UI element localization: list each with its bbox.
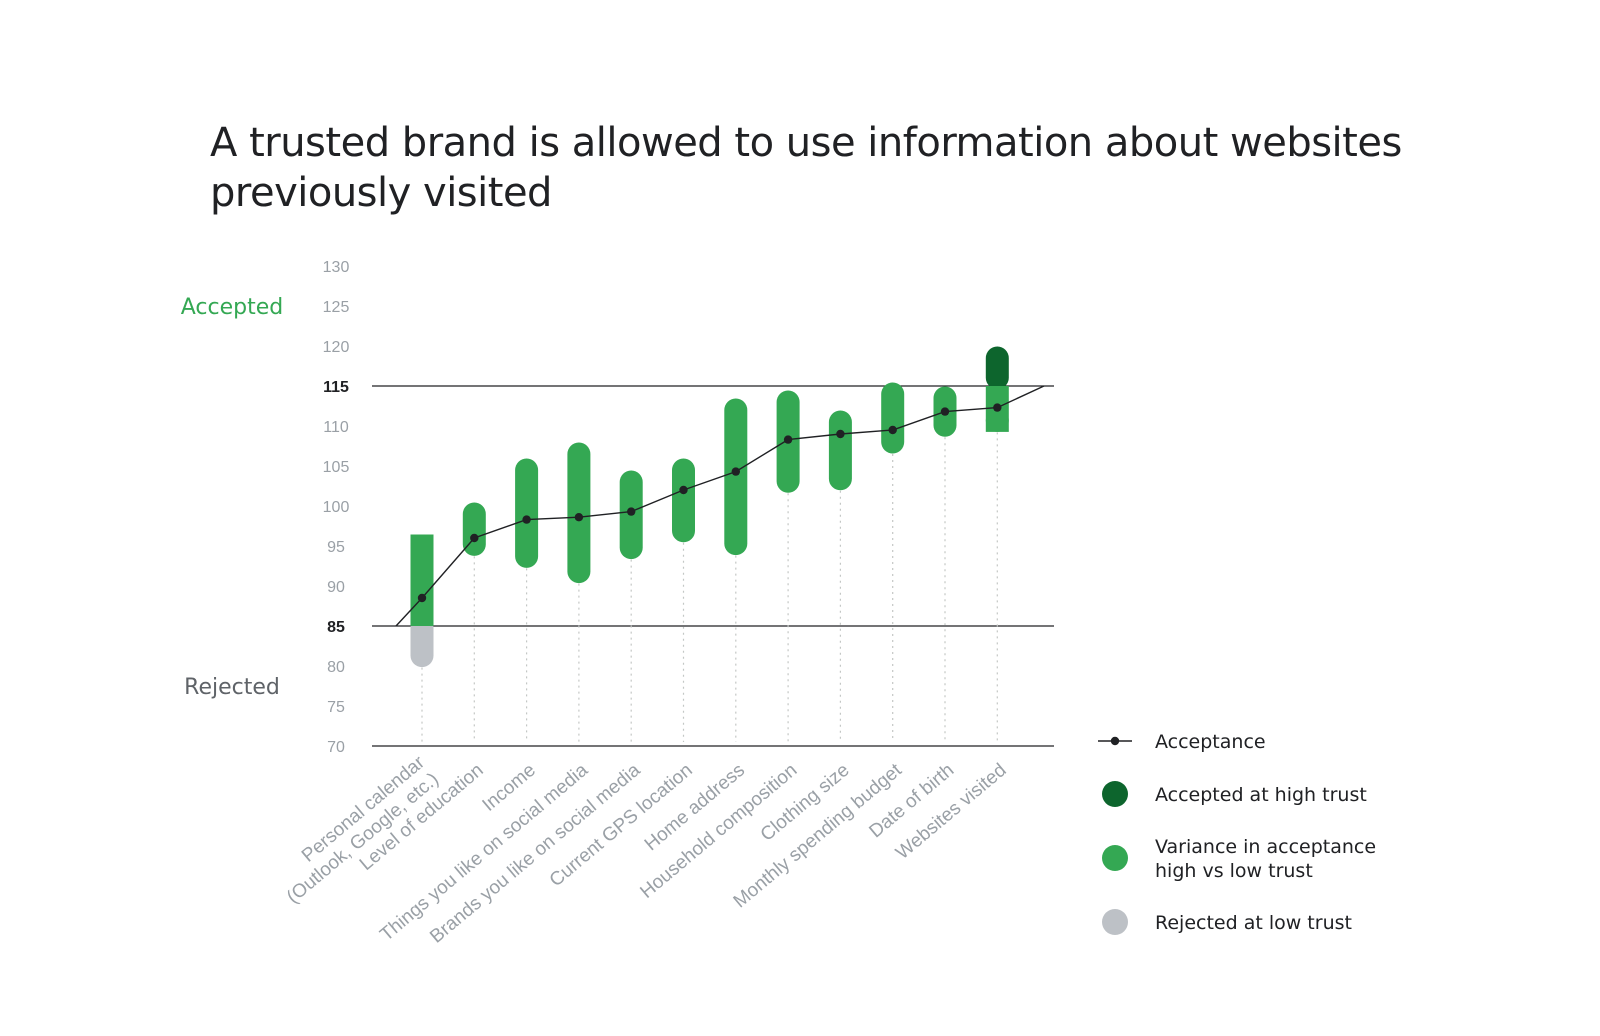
legend: Acceptance Accepted at high trust Variance… bbox=[1098, 731, 1376, 935]
variance-segment bbox=[881, 382, 905, 454]
variance-segment bbox=[828, 410, 852, 491]
acceptance-point bbox=[888, 425, 897, 435]
chart-title: A trusted brand is allowed to use inform… bbox=[210, 120, 1402, 216]
y-tick-label: 95 bbox=[327, 539, 345, 556]
y-tick-label: 100 bbox=[323, 499, 350, 516]
variance-segment bbox=[410, 534, 434, 626]
acceptance-point bbox=[731, 467, 740, 476]
acceptance-point bbox=[783, 435, 793, 444]
legend-label: Variance in acceptance high vs low trust bbox=[1155, 836, 1376, 882]
category-guides bbox=[421, 420, 998, 742]
acceptance-line bbox=[395, 385, 1045, 627]
y-tick-label: 110 bbox=[323, 419, 349, 436]
y-tick-label: 90 bbox=[327, 579, 345, 596]
variance-segment bbox=[672, 458, 695, 543]
variance-segment bbox=[515, 458, 539, 568]
legend-label: Rejected at low trust bbox=[1155, 912, 1352, 934]
y-axis-ticks: 130 125 120 115 110 105 100 95 90 85 80 75 70 bbox=[323, 259, 350, 756]
acceptance-point bbox=[627, 507, 636, 516]
y-tick-label: 115 bbox=[323, 379, 349, 396]
acceptance-polyline bbox=[395, 385, 1045, 627]
variance-segment-cap bbox=[985, 408, 1009, 432]
variance-segment bbox=[462, 502, 486, 556]
zone-labels: Accepted Rejected bbox=[181, 295, 283, 700]
y-tick-label: 75 bbox=[327, 699, 345, 716]
y-tick-label: 70 bbox=[327, 739, 345, 756]
acceptance-point bbox=[574, 513, 584, 522]
acceptance-point bbox=[470, 533, 479, 543]
acceptance-point bbox=[417, 593, 427, 603]
legend-swatch-rejected-low-trust bbox=[1102, 909, 1128, 935]
rejected-low-trust-segment bbox=[410, 616, 434, 668]
acceptance-point bbox=[993, 403, 1002, 412]
y-tick-label: 125 bbox=[323, 299, 350, 316]
y-tick-label: 85 bbox=[327, 619, 345, 636]
variance-segment bbox=[724, 398, 748, 556]
legend-swatch-accepted-high-trust bbox=[1102, 781, 1128, 807]
legend-label: Accepted at high trust bbox=[1155, 784, 1367, 806]
y-tick-label: 120 bbox=[323, 339, 350, 356]
acceptance-point bbox=[522, 515, 531, 524]
y-tick-label: 105 bbox=[323, 459, 350, 476]
range-bars bbox=[410, 346, 1009, 668]
legend-label: Acceptance bbox=[1155, 731, 1266, 753]
rejected-zone-label: Rejected bbox=[184, 675, 280, 700]
variance-segment bbox=[567, 442, 591, 584]
accepted-zone-label: Accepted bbox=[181, 295, 283, 320]
legend-swatch-variance bbox=[1102, 845, 1128, 871]
y-tick-label: 130 bbox=[323, 259, 350, 276]
y-tick-label: 80 bbox=[327, 659, 345, 676]
acceptance-point bbox=[836, 429, 845, 439]
axis-lines bbox=[372, 385, 1054, 747]
accepted-high-trust-segment bbox=[985, 346, 1009, 390]
variance-segment-cap bbox=[410, 534, 434, 558]
acceptance-point bbox=[940, 407, 950, 416]
acceptance-point bbox=[679, 485, 688, 495]
legend-acceptance-dot bbox=[1110, 736, 1120, 746]
category-labels: Personal calendar(Outlook, Google, etc.)… bbox=[283, 752, 1011, 948]
